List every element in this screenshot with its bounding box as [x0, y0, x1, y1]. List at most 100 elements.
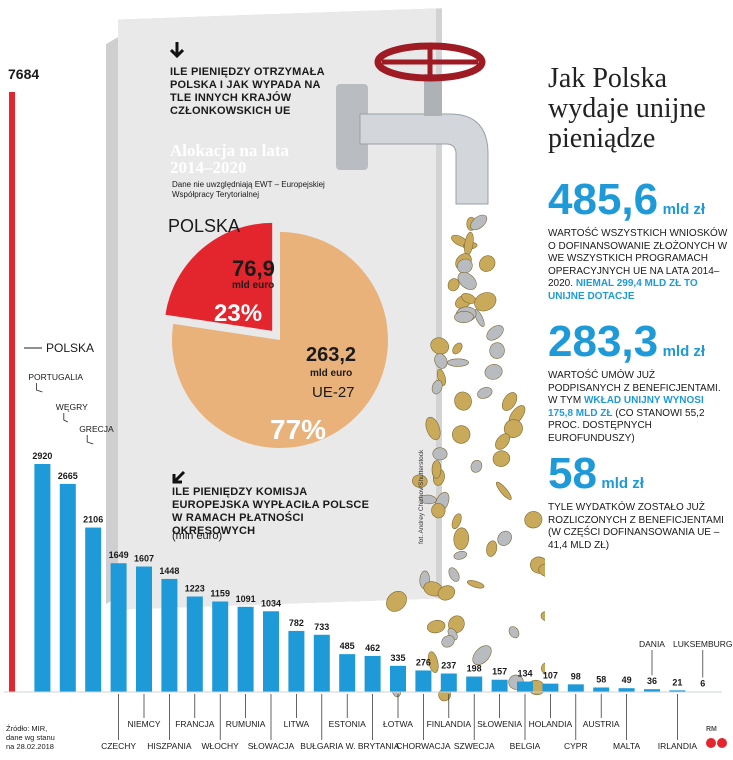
pie-value-ue: 263,2 [306, 344, 357, 366]
coin [446, 358, 469, 367]
bar-estonia [339, 654, 356, 692]
coin [470, 460, 483, 473]
coin [452, 425, 471, 444]
tap-stem [424, 74, 442, 116]
coin [495, 433, 511, 450]
bar-value-label: 58 [596, 674, 606, 684]
leader-line [86, 435, 94, 445]
bar-value-label: 2665 [58, 471, 78, 481]
pie-pct-polska: 23% [214, 300, 263, 327]
bar-cypr [567, 684, 584, 692]
category-label: CYPR [564, 741, 588, 751]
coin [426, 619, 446, 634]
category-label: W. BRYTANIA [346, 741, 400, 751]
category-label: LITWA [284, 719, 310, 729]
bar-szwecja [466, 676, 483, 692]
category-label: FRANCJA [175, 719, 215, 729]
logo: RM [706, 726, 717, 733]
bar-value-label: 237 [441, 660, 456, 670]
bar-value-label: 1649 [109, 550, 129, 560]
pie-slice-ue-27 [172, 232, 388, 448]
coin [386, 590, 407, 612]
bar-malta [618, 688, 635, 692]
coin [474, 292, 497, 312]
category-label: GRECJA [79, 424, 114, 434]
coin [474, 309, 485, 327]
coin [447, 278, 460, 292]
source-note: Źródło: MIR, dane wg stanu na 28.02.2018 [6, 724, 55, 751]
payments-question: ILE PIENIĘDZY KOMISJA EUROPEJSKA WYPŁACI… [172, 486, 370, 537]
coin [427, 651, 439, 673]
coin [486, 540, 498, 557]
bar-value-label: 1223 [185, 584, 205, 594]
bar-austria [593, 687, 610, 692]
bar-value-label: 2106 [83, 515, 103, 525]
bar-rumunia [237, 606, 254, 692]
allocation-question: ILE PIENIĘDZY OTRZYMAŁA POLSKA I JAK WYP… [170, 66, 325, 117]
pie-label-polska: POLSKA [168, 216, 241, 236]
bar-value-label: 335 [390, 653, 405, 663]
coin [470, 214, 488, 231]
tap-flange [336, 84, 368, 170]
bar-value-label: 276 [416, 657, 431, 667]
logo-icon [705, 736, 729, 754]
bar-value-label: 2920 [32, 451, 52, 461]
stat-highlight: WKŁAD UNIJNY WYNOSI 175,8 MLD ZŁ [548, 395, 704, 419]
coin [431, 460, 442, 479]
stat-value: 58 [548, 449, 597, 498]
stat-unit: mld zł [662, 201, 706, 218]
category-label: WŁOCHY [202, 741, 240, 751]
coin [430, 337, 450, 355]
coin [466, 580, 485, 589]
stat-highlight: NIEMAL 299,4 MLD ZŁ TO UNIJNE DOTACJE [548, 278, 698, 302]
bar-dania [644, 689, 660, 692]
coin [425, 416, 441, 441]
coin [540, 611, 545, 622]
bar-value-label: 134 [517, 669, 532, 679]
coin [454, 311, 474, 323]
category-label: SŁOWACJA [248, 741, 295, 751]
stat-value: 283,3 [548, 317, 659, 366]
tap-illustration [336, 42, 545, 702]
bar-value-label: 462 [365, 643, 380, 653]
bar-value-label: 1159 [210, 589, 230, 599]
category-label: IRLANDIA [658, 741, 698, 751]
coin [437, 585, 456, 601]
bar-polska [9, 92, 15, 692]
leader-line [63, 413, 68, 423]
coin [453, 527, 470, 551]
category-label: BUŁGARIA [300, 741, 343, 751]
coin [508, 626, 520, 639]
bar-chorwacja [415, 670, 432, 692]
category-label: CZECHY [101, 741, 136, 751]
coin [441, 635, 455, 648]
category-label: NIEMCY [127, 719, 160, 729]
pie-pct-ue: 77% [270, 414, 327, 445]
bar-holandia [542, 683, 559, 692]
stat-text: WARTOŚĆ UMÓW JUŻ PODPISANYCH Z BENEFICJE… [548, 370, 721, 406]
coin [477, 387, 493, 399]
leader-line [36, 383, 43, 393]
coin [454, 391, 472, 411]
pie-value-polska: 76,9 [232, 256, 275, 281]
category-label: PORTUGALIA [28, 372, 83, 382]
allocation-title: Alokacja na lata 2014–2020 [170, 141, 289, 177]
bar-value-label: 1607 [134, 554, 154, 564]
pie-unit-ue: mld euro [310, 368, 353, 379]
bar-portugalia [34, 463, 51, 692]
coin [541, 662, 545, 676]
coin [451, 513, 462, 530]
bar-value-label: 782 [289, 618, 304, 628]
bar-słowenia [491, 679, 508, 692]
top-value-label: 7684 [8, 66, 40, 82]
bar-w-brytania [364, 655, 381, 692]
arrow-down-icon [169, 42, 185, 63]
bar-grecja [85, 527, 102, 692]
bar-litwa [288, 630, 305, 692]
category-label: RUMUNIA [226, 719, 266, 729]
category-label: HOLANDIA [529, 719, 573, 729]
coin [495, 481, 512, 500]
category-label: ESTONIA [329, 719, 366, 729]
pie-label-ue: UE-27 [312, 384, 355, 401]
